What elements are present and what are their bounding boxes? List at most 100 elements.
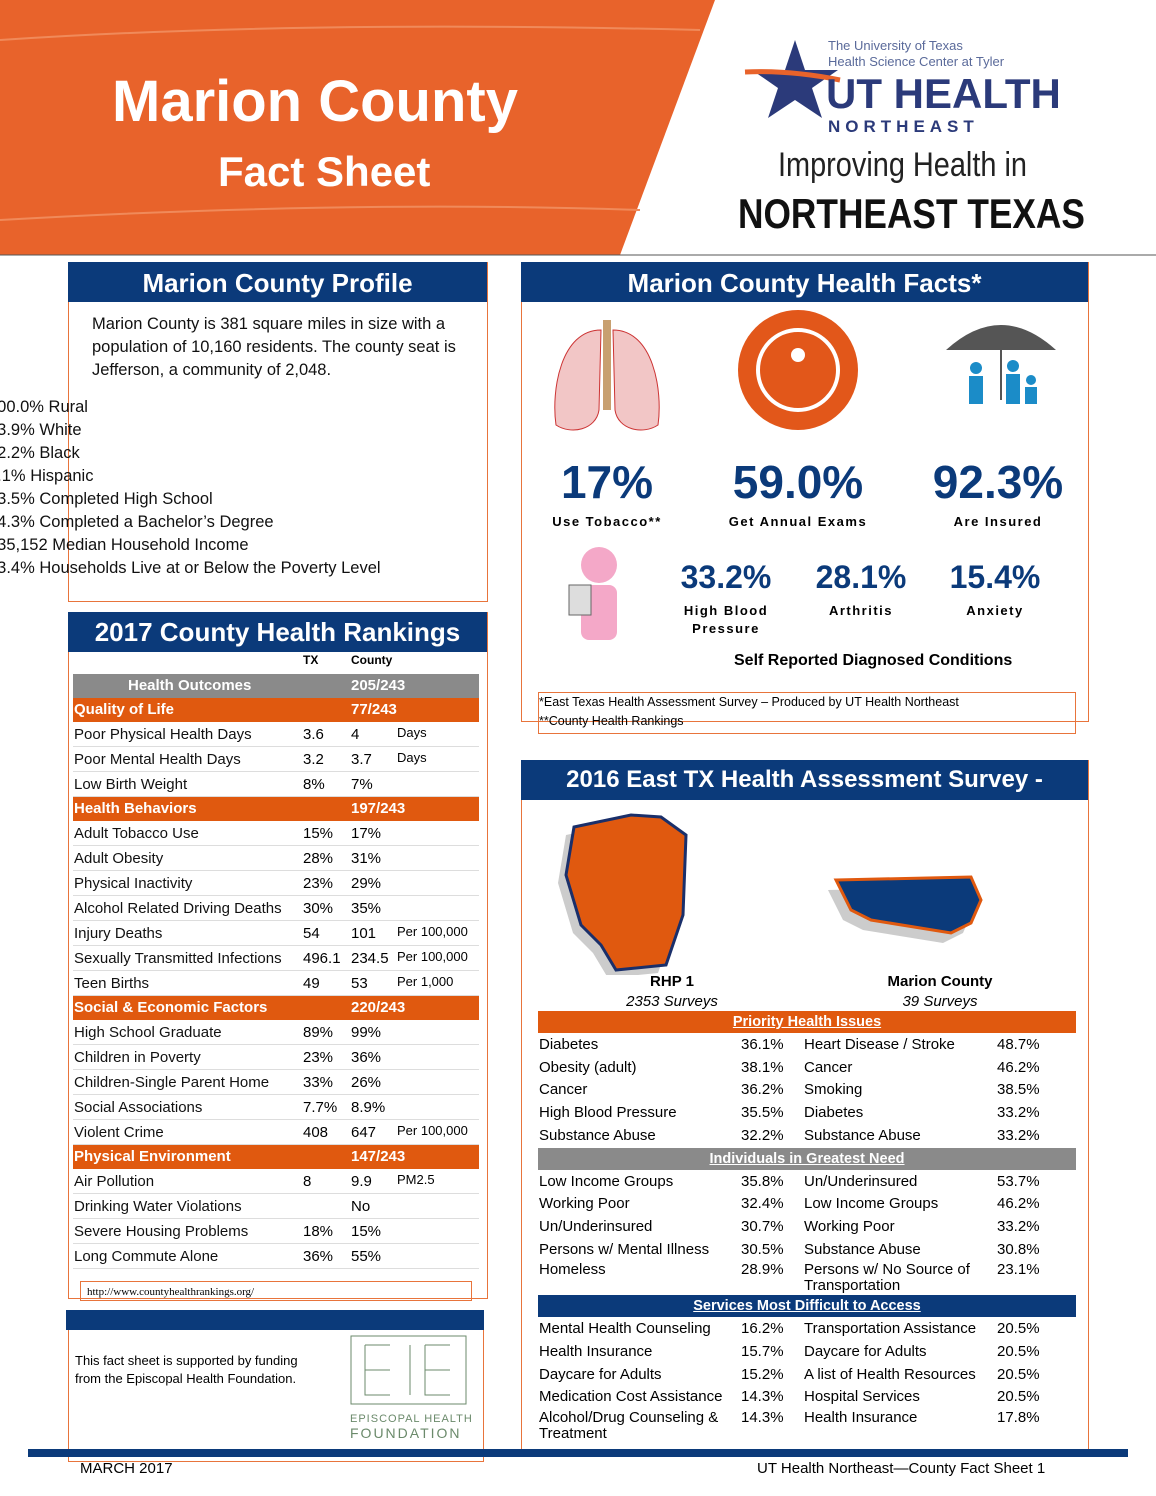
row-rule	[73, 1069, 479, 1070]
section-rank: 197/243	[351, 800, 406, 817]
tagline: Improving Health in	[778, 146, 1027, 184]
footer-rule	[28, 1449, 1128, 1457]
condition-value: 15.4%	[949, 559, 1041, 595]
row-label: Drinking Water Violations	[74, 1198, 242, 1215]
row-label: Violent Crime	[74, 1124, 164, 1141]
survey-cell: Working Poor	[539, 1195, 630, 1213]
survey-section: Services Most Difficult to Access	[538, 1295, 1076, 1318]
survey-cell: Mental Health Counseling	[539, 1320, 711, 1338]
profile-item: 4.1% Hispanic	[0, 467, 94, 485]
row-rule	[73, 796, 479, 797]
survey-cell: A list of Health Resources	[804, 1365, 976, 1383]
row-rule	[73, 995, 479, 996]
survey-cell: 14.3%	[741, 1409, 784, 1427]
survey-cell: 36.1%	[741, 1036, 784, 1053]
row-rule	[73, 771, 479, 772]
condition-value: 28.1%	[815, 559, 907, 595]
column-header: County	[351, 653, 393, 667]
row-tx: 28%	[303, 850, 334, 867]
subtitle: Fact Sheet	[218, 148, 431, 195]
row-tx: 23%	[303, 1049, 334, 1066]
row-label: Adult Tobacco Use	[74, 825, 199, 842]
survey-cell: 35.8%	[741, 1172, 784, 1190]
section-name: Health Outcomes	[128, 677, 252, 694]
row-label: Injury Deaths	[74, 925, 163, 942]
region-surveys: 2353 Surveys	[626, 993, 718, 1010]
survey-cell: 38.1%	[741, 1058, 784, 1076]
row-county: 3.7	[351, 751, 372, 768]
row-rule	[73, 1218, 479, 1219]
section-row	[73, 698, 479, 722]
survey-cell: 30.7%	[741, 1217, 784, 1235]
row-county: 53	[351, 975, 368, 992]
logo-text: FOUNDATION	[350, 1425, 462, 1441]
survey-cell: Cancer	[539, 1081, 588, 1099]
org-line: The University of Texas	[828, 38, 963, 53]
row-label: Sexually Transmitted Infections	[74, 950, 282, 967]
funding-text: This fact sheet is supported by funding …	[75, 1353, 298, 1386]
section-rank: 147/243	[351, 1148, 406, 1165]
survey-cell: Obesity (adult)	[539, 1058, 637, 1076]
survey-cell: 48.7%	[997, 1036, 1040, 1053]
survey-cell: 36.2%	[741, 1081, 784, 1099]
section-row	[73, 797, 479, 821]
row-tx: 408	[303, 1124, 329, 1141]
fact-icons	[554, 310, 1056, 640]
footer-page: UT Health Northeast—County Fact Sheet 1	[757, 1460, 1046, 1477]
region-surveys: 39 Surveys	[902, 993, 978, 1010]
title: Marion County	[112, 69, 518, 134]
section-rank: 220/243	[351, 999, 406, 1016]
stat-label: Are Insured	[953, 514, 1043, 529]
row-county: 15%	[351, 1223, 382, 1240]
survey-cell: 14.3%	[741, 1388, 784, 1406]
row-county: 101	[351, 925, 377, 942]
row-label: Long Commute Alone	[74, 1248, 219, 1265]
section-row	[73, 674, 479, 698]
row-tx: 3.6	[303, 726, 324, 743]
survey-cell: Un/Underinsured	[539, 1217, 653, 1235]
row-unit: Per 100,000	[397, 1123, 468, 1138]
row-tx: 496.1	[303, 950, 341, 967]
profile-item: 73.9% White	[0, 421, 82, 439]
survey-cell: 30.8%	[997, 1240, 1040, 1258]
row-label: High School Graduate	[74, 1024, 222, 1041]
survey-cell: 20.5%	[997, 1343, 1040, 1360]
row-label: Children-Single Parent Home	[74, 1074, 270, 1091]
survey-cell: 35.5%	[741, 1104, 784, 1122]
condition-label: High Blood Pressure	[683, 603, 769, 636]
survey-cell: Substance Abuse	[804, 1240, 921, 1258]
row-unit: Per 1,000	[397, 974, 454, 989]
row-county: 8.9%	[351, 1099, 386, 1116]
row-tx: 23%	[303, 875, 334, 892]
row-county: 647	[351, 1124, 377, 1141]
row-label: Poor Physical Health Days	[74, 726, 252, 743]
profile-item: 100.0% Rural	[0, 398, 88, 416]
row-tx: 33%	[303, 1074, 334, 1091]
survey-cell: Hospital Services	[804, 1388, 920, 1406]
survey-cell: 33.2%	[997, 1217, 1040, 1235]
row-unit: Per 100,000	[397, 924, 468, 939]
row-rule	[73, 1144, 479, 1145]
profile-intro: Marion County is 381 square miles in siz…	[92, 315, 456, 379]
org-name: UT HEALTH	[826, 70, 1061, 117]
survey-cell: Health Insurance	[804, 1409, 918, 1427]
row-rule	[73, 870, 479, 871]
section-rank: 205/243	[351, 677, 406, 694]
row-tx: 3.2	[303, 751, 324, 768]
row-county: 234.5	[351, 950, 389, 967]
survey-cell: Heart Disease / Stroke	[804, 1036, 955, 1053]
survey-cell: 32.2%	[741, 1126, 784, 1144]
survey-cell: Substance Abuse	[804, 1126, 921, 1144]
column-header: TX	[303, 653, 319, 667]
section-row	[73, 1145, 479, 1169]
section-header: Marion County Health Facts*	[521, 262, 1088, 302]
survey-cell: 53.7%	[997, 1172, 1040, 1190]
section-header: Marion County Profile	[68, 262, 487, 302]
row-county: 29%	[351, 875, 382, 892]
region-maps	[558, 813, 983, 975]
section-header: 2017 County Health Rankings	[68, 612, 487, 652]
row-rule	[73, 845, 479, 846]
survey-cell: Homeless	[539, 1261, 606, 1279]
row-rule	[73, 920, 479, 921]
